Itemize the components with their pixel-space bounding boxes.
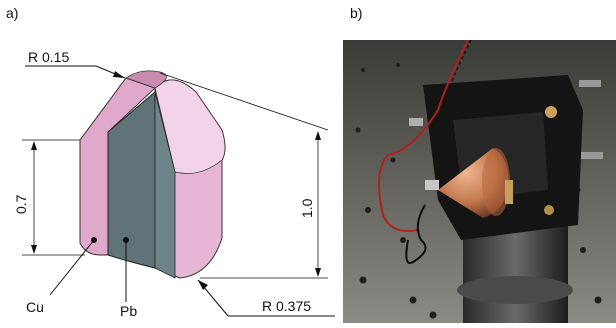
dim10-arrow-bottom	[315, 268, 321, 277]
brass-screw-bottom	[544, 205, 554, 215]
side-rod-top	[579, 80, 601, 87]
label-pb: Pb	[120, 303, 137, 319]
r-tip-arrow	[113, 71, 125, 78]
label-height-10: 1.0	[299, 198, 315, 218]
dim07-arrow-top	[31, 141, 37, 150]
setup-photo	[343, 40, 616, 323]
dim07-arrow-bottom	[31, 245, 37, 254]
bullet-drawing: R 0.15 R 0.375 0.7 1.0 Cu Pb	[0, 0, 345, 323]
r-base-arrow	[198, 280, 208, 290]
brass-pin	[505, 180, 513, 204]
connector-upper	[409, 118, 423, 126]
setup-photo-svg	[343, 40, 616, 323]
dim10-arrow-top	[315, 131, 321, 140]
post-ring	[457, 276, 573, 304]
panel-b-label: b)	[350, 5, 362, 21]
label-cu: Cu	[26, 299, 44, 315]
brass-screw-top	[545, 106, 557, 118]
label-r-base: R 0.375	[262, 298, 311, 314]
label-height-07: 0.7	[13, 194, 29, 214]
label-r-tip: R 0.15	[28, 49, 69, 65]
side-rod-bottom	[581, 152, 603, 159]
bullet-drawing-svg: R 0.15 R 0.375 0.7 1.0 Cu Pb	[0, 0, 345, 323]
cu-leader	[50, 240, 94, 295]
connector-lower	[425, 180, 439, 190]
